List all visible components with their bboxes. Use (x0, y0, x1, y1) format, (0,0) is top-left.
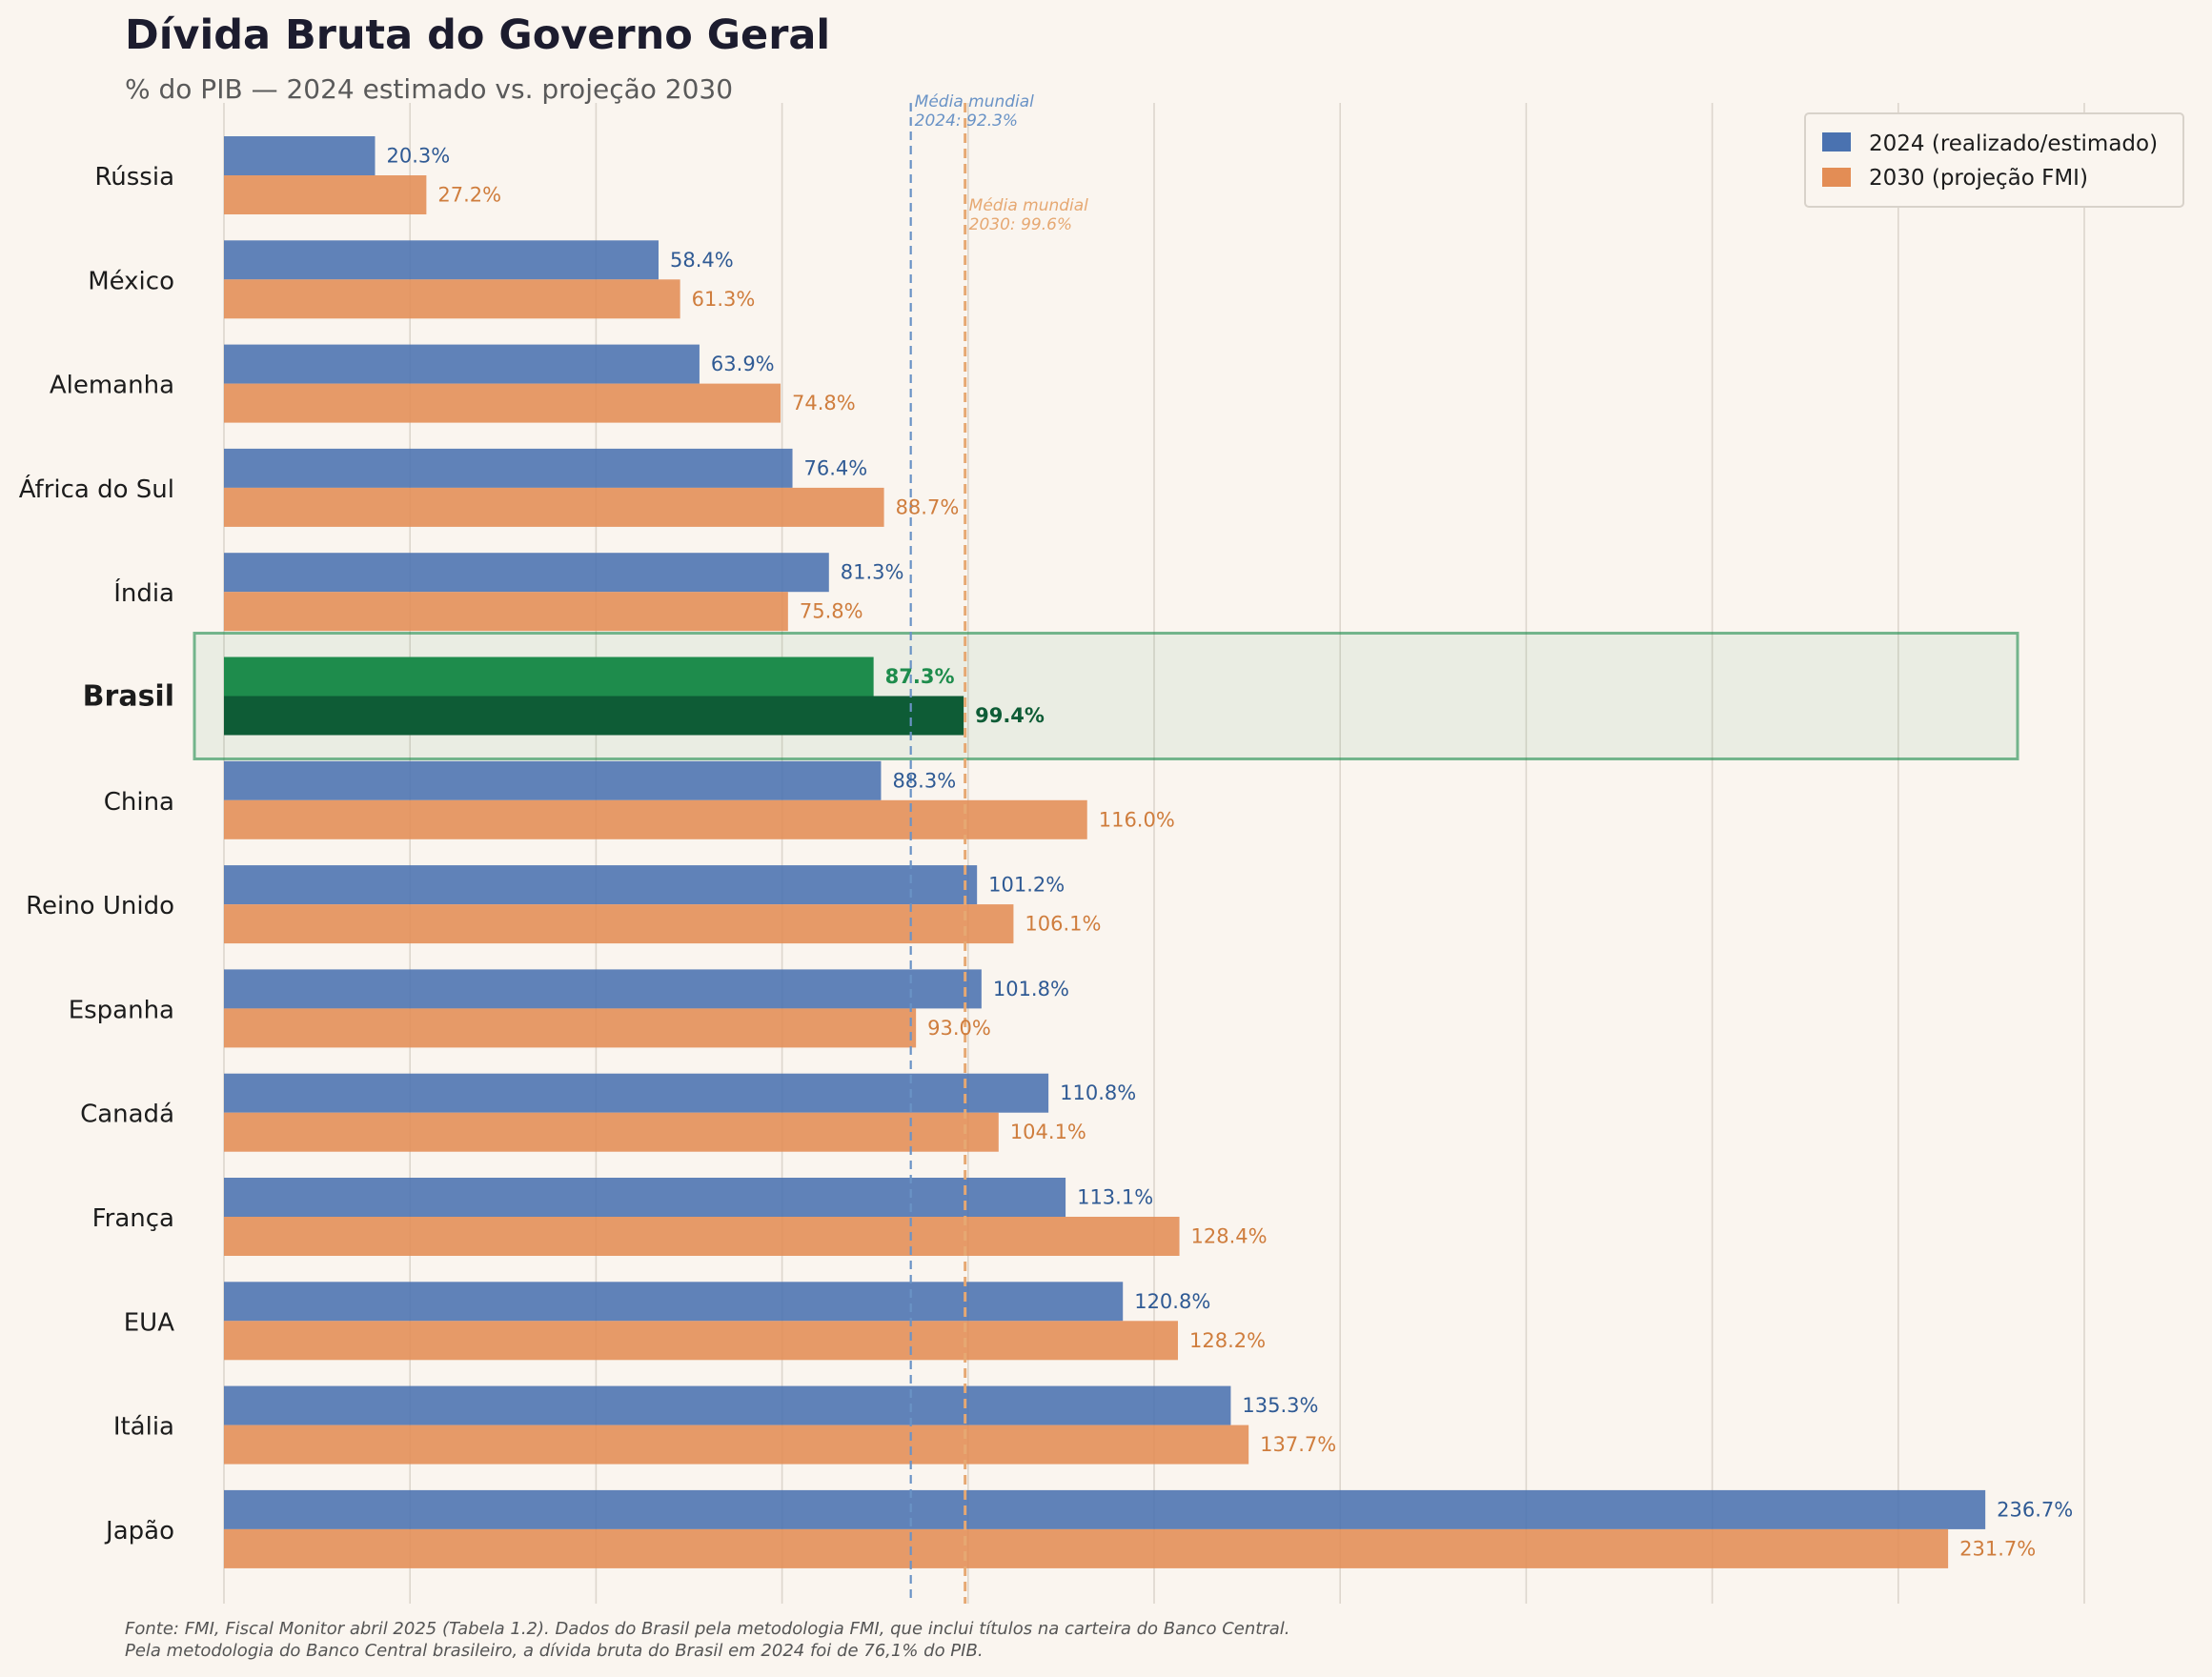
bar-reino-unido-2030 (224, 904, 1014, 944)
legend-swatch-2024 (1822, 132, 1851, 152)
bar-espanha-2024 (224, 969, 982, 1009)
category-label-eua: EUA (124, 1308, 174, 1337)
category-label-espanha: Espanha (69, 996, 174, 1024)
bar-japao-2030 (224, 1528, 1949, 1568)
grid-lines (223, 103, 2085, 1604)
chart-title: Dívida Bruta do Governo Geral (125, 11, 830, 59)
bar-china-2024 (224, 760, 882, 800)
legend-swatch-2030 (1822, 168, 1851, 187)
bars (224, 136, 1986, 1568)
bar-russia-2030 (224, 175, 427, 214)
bar-russia-2024 (224, 136, 375, 175)
category-labels: Rússia México Alemanha África do Sul Índia Br… (19, 163, 175, 1546)
bar-canada-2024 (224, 1073, 1049, 1113)
value-labels: 20.3% 27.2% 58.4% 61.3% 63.9% 74.8% 76.4% 88.7%… (387, 145, 2074, 1561)
bar-africa-do-sul-2030 (224, 487, 884, 527)
value-label-italia-2024: 135.3% (1242, 1394, 1318, 1417)
footnote-line-1: Fonte: FMI, Fiscal Monitor abril 2025 (T… (125, 1619, 1289, 1639)
value-label-japao-2030: 231.7% (1959, 1537, 2036, 1560)
bar-espanha-2030 (224, 1008, 917, 1048)
bar-brasil-2024 (224, 657, 874, 697)
value-label-africa-do-sul-2030: 88.7% (896, 495, 960, 518)
value-label-canada-2024: 110.8% (1060, 1081, 1136, 1104)
category-label-reino-unido: Reino Unido (26, 892, 174, 920)
value-label-russia-2024: 20.3% (387, 145, 451, 168)
bar-eua-2024 (224, 1282, 1124, 1322)
value-label-brasil-2030: 99.4% (975, 704, 1045, 727)
value-label-espanha-2030: 93.0% (927, 1017, 991, 1040)
category-label-china: China (104, 788, 174, 817)
value-label-eua-2030: 128.2% (1189, 1329, 1266, 1352)
value-label-india-2030: 75.8% (800, 600, 863, 623)
bar-reino-unido-2024 (224, 865, 978, 905)
reference-label-2030-line1: Média mundial (969, 196, 1089, 215)
bar-india-2024 (224, 553, 829, 593)
legend: 2024 (realizado/estimado) 2030 (projeção… (1804, 112, 2184, 208)
bar-alemanha-2024 (224, 344, 700, 384)
bar-china-2030 (224, 799, 1087, 839)
category-label-africa-do-sul: África do Sul (19, 474, 174, 504)
category-label-india: Índia (113, 577, 174, 608)
value-label-reino-unido-2030: 106.1% (1025, 913, 1101, 936)
bar-franca-2030 (224, 1217, 1180, 1256)
category-label-japao: Japão (104, 1517, 174, 1546)
legend-frame (1804, 112, 2184, 208)
category-label-brasil: Brasil (83, 680, 174, 714)
bar-japao-2024 (224, 1489, 1986, 1529)
legend-label-2024: 2024 (realizado/estimado) (1869, 131, 2158, 156)
bar-italia-2024 (224, 1385, 1231, 1425)
value-label-canada-2030: 104.1% (1010, 1121, 1086, 1143)
bar-africa-do-sul-2024 (224, 448, 793, 488)
reference-label-2024-line1: Média mundial (915, 92, 1035, 111)
value-label-mexico-2024: 58.4% (670, 249, 734, 272)
category-label-canada: Canadá (80, 1101, 174, 1129)
category-label-mexico: México (88, 267, 174, 295)
value-label-china-2030: 116.0% (1099, 808, 1175, 831)
value-label-italia-2030: 137.7% (1260, 1433, 1336, 1456)
bar-italia-2030 (224, 1424, 1249, 1465)
legend-label-2030: 2030 (projeção FMI) (1869, 166, 2088, 191)
bar-india-2030 (224, 592, 788, 632)
category-label-russia: Rússia (94, 163, 174, 192)
value-label-alemanha-2030: 74.8% (792, 392, 856, 414)
reference-label-2030-line2: 2030: 99.6% (969, 215, 1072, 234)
category-label-alemanha: Alemanha (50, 372, 174, 400)
bar-canada-2030 (224, 1112, 999, 1152)
chart-subtitle: % do PIB — 2024 estimado vs. projeção 20… (125, 73, 733, 105)
value-label-africa-do-sul-2024: 76.4% (804, 456, 868, 479)
value-label-india-2024: 81.3% (841, 561, 904, 584)
bar-eua-2030 (224, 1321, 1178, 1361)
category-label-italia: Itália (113, 1413, 174, 1442)
value-label-franca-2030: 128.4% (1191, 1225, 1268, 1248)
value-label-reino-unido-2024: 101.2% (988, 874, 1065, 897)
value-label-china-2024: 88.3% (892, 769, 956, 792)
bar-mexico-2030 (224, 279, 680, 319)
bar-mexico-2024 (224, 240, 659, 280)
value-label-japao-2024: 236.7% (1997, 1498, 2073, 1521)
value-label-franca-2024: 113.1% (1077, 1186, 1153, 1209)
footnote-line-2: Pela metodologia do Banco Central brasil… (125, 1641, 984, 1661)
bar-franca-2024 (224, 1178, 1066, 1217)
category-label-franca: França (92, 1204, 174, 1233)
value-label-mexico-2030: 61.3% (692, 288, 756, 311)
value-label-alemanha-2024: 63.9% (711, 353, 775, 375)
value-label-russia-2030: 27.2% (437, 184, 501, 207)
value-label-eua-2024: 120.8% (1134, 1290, 1210, 1313)
bar-brasil-2030 (224, 696, 964, 736)
value-label-brasil-2024: 87.3% (885, 665, 955, 688)
bar-alemanha-2030 (224, 383, 781, 423)
value-label-espanha-2024: 101.8% (993, 978, 1069, 1000)
